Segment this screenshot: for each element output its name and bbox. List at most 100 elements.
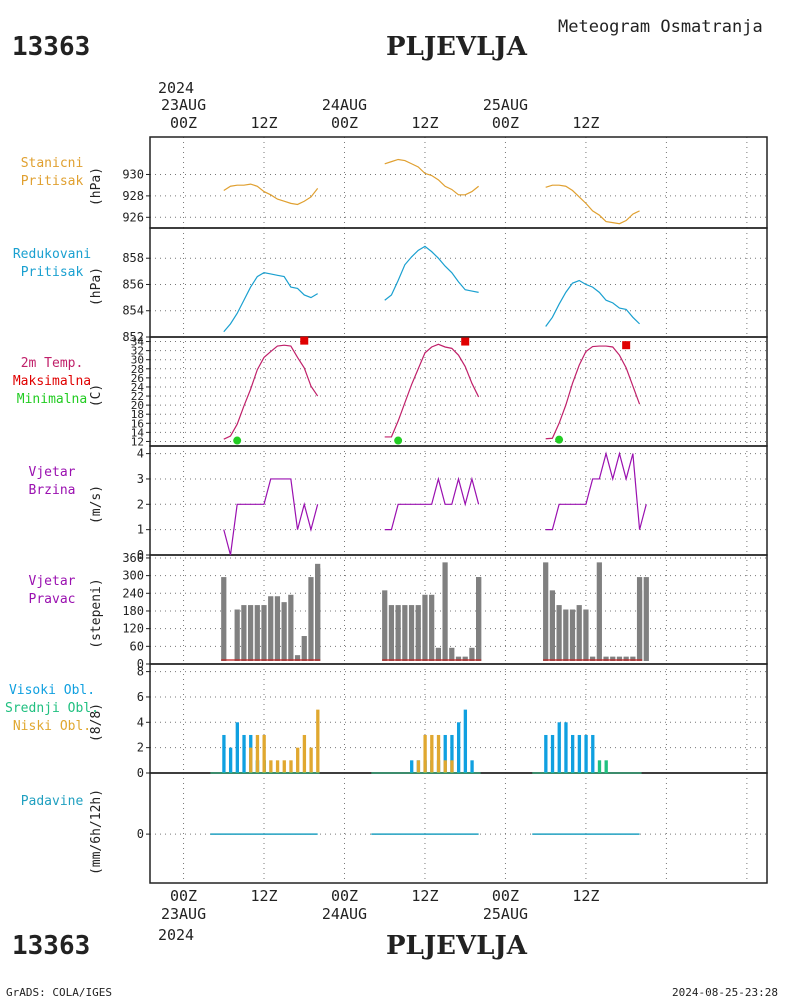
high-cloud-bar (557, 722, 561, 773)
x-tick-label-top: 00Z (170, 114, 197, 132)
wind-direction-bar (308, 577, 314, 661)
wind-direction-bar (636, 590, 643, 661)
x-date-label-top: 25AUG (483, 96, 528, 114)
x-tick-label-bottom: 12Z (572, 887, 599, 905)
panel-label-wind_speed: Vjetar (29, 465, 76, 480)
series-line-reduced_pressure (384, 245, 479, 301)
low-cloud-bar (436, 734, 441, 773)
y-tick-label-wind_direction: 360 (122, 551, 144, 565)
wind-direction-bar (234, 609, 240, 661)
y-tick-label-wind_speed: 4 (137, 447, 144, 461)
wind-direction-bar (281, 602, 287, 661)
wind-direction-bar (476, 577, 482, 661)
wind-direction-bar (442, 562, 448, 661)
y-tick-label-precipitation: 0 (137, 827, 144, 841)
y-tick-label-wind_speed: 1 (137, 523, 144, 537)
panel-frame-temperature (149, 336, 768, 447)
wind-direction-bar (576, 605, 582, 661)
y-tick-label-temperature: 20 (131, 399, 144, 412)
low-cloud-bar (309, 747, 313, 773)
y-tick-label-clouds: 8 (137, 665, 144, 679)
panel-label-temperature: 2m Temp. (21, 356, 84, 371)
station-name-bottom: PLJEVLJA (386, 931, 528, 961)
y-tick-label-reduced_pressure: 852 (122, 330, 144, 344)
y-tick-label-wind_direction: 60 (130, 639, 144, 653)
x-tick-label-top: 00Z (492, 114, 519, 132)
x-tick-label-bottom: 00Z (331, 887, 358, 905)
wind-direction-bar (603, 656, 609, 661)
y-tick-label-clouds: 0 (137, 766, 144, 780)
wind-direction-bar (261, 605, 267, 661)
high-cloud-bar (228, 747, 233, 773)
panel-label-precipitation: Padavine (21, 794, 84, 809)
y-tick-label-wind_direction: 300 (122, 569, 144, 583)
wind-direction-bar (382, 590, 388, 661)
panel-frame-wind_speed (149, 445, 768, 556)
y-axis-unit-temperature: (C) (89, 384, 104, 407)
x-tick-label-top: 12Z (250, 114, 277, 132)
low-cloud-bar (302, 734, 307, 773)
wind-direction-bar (596, 562, 602, 661)
x-date-label-top: 24AUG (322, 96, 367, 114)
wind-direction-bar (610, 656, 616, 661)
panel-frame-station_pressure (149, 136, 768, 229)
series-line-temperature (223, 344, 319, 440)
high-cloud-bar (463, 709, 468, 773)
y-tick-label-wind_direction: 120 (122, 622, 144, 636)
wind-direction-bar (583, 609, 589, 661)
mid-cloud-bar (597, 760, 602, 773)
series-line-station_pressure (545, 184, 640, 225)
high-cloud-bar (550, 734, 555, 773)
y-tick-label-temperature: 24 (131, 381, 145, 394)
wind-direction-bar (301, 636, 307, 661)
y-tick-label-temperature: 18 (131, 408, 144, 421)
product-title: Meteogram Osmatranja (558, 17, 763, 37)
wind-direction-bar (543, 562, 549, 661)
y-tick-label-wind_direction: 180 (122, 604, 144, 618)
low-cloud-bar (450, 760, 454, 773)
wind-direction-bar (630, 656, 636, 661)
wind-direction-bar (221, 577, 227, 661)
low-cloud-bar (255, 734, 260, 773)
x-tick-label-top: 00Z (331, 114, 358, 132)
wind-direction-bar (274, 596, 281, 661)
station-name-top: PLJEVLJA (386, 32, 528, 62)
y-tick-label-temperature: 28 (131, 363, 144, 376)
y-axis-unit-clouds: (8/8) (89, 703, 104, 742)
panel-label-wind_direction: Vjetar (29, 574, 76, 589)
y-tick-label-station_pressure: 930 (122, 167, 144, 181)
wind-direction-bar (254, 605, 260, 661)
minimum-temp-marker (555, 435, 564, 444)
wind-direction-bar (402, 605, 408, 661)
wind-direction-bar (462, 656, 468, 661)
wind-direction-bar (241, 605, 247, 661)
wind-direction-bar (455, 656, 462, 661)
wind-direction-bar (247, 605, 254, 661)
station-id-bottom: 13363 (12, 931, 90, 961)
wind-direction-bar (435, 647, 441, 661)
x-tick-label-bottom: 00Z (170, 887, 197, 905)
high-cloud-bar (242, 734, 246, 773)
wind-direction-bar (429, 594, 435, 661)
x-tick-label-bottom: 12Z (411, 887, 438, 905)
high-cloud-bar (577, 734, 582, 773)
wind-direction-bar (408, 605, 415, 661)
high-cloud-bar (456, 722, 461, 773)
series-line-temperature (545, 345, 641, 440)
high-cloud-bar (544, 734, 548, 773)
panel-label-clouds: Niski Obl. (13, 719, 91, 734)
x-tick-label-bottom: 00Z (492, 887, 519, 905)
wind-direction-bar (294, 655, 301, 661)
y-axis-unit-wind_speed: (m/s) (89, 485, 104, 524)
y-tick-label-wind_direction: 240 (122, 586, 144, 600)
panel-label-station_pressure: Stanicni (21, 156, 84, 171)
y-tick-label-temperature: 32 (131, 345, 144, 358)
y-tick-label-temperature: 30 (131, 354, 144, 367)
panel-label-temperature: Maksimalna (13, 374, 91, 389)
y-axis-unit-reduced_pressure: (hPa) (89, 267, 104, 306)
low-cloud-bar (316, 709, 320, 773)
panel-label-temperature: Minimalna (17, 392, 87, 407)
panel-label-reduced_pressure: Pritisak (21, 265, 84, 280)
maximum-temp-marker (300, 336, 309, 345)
